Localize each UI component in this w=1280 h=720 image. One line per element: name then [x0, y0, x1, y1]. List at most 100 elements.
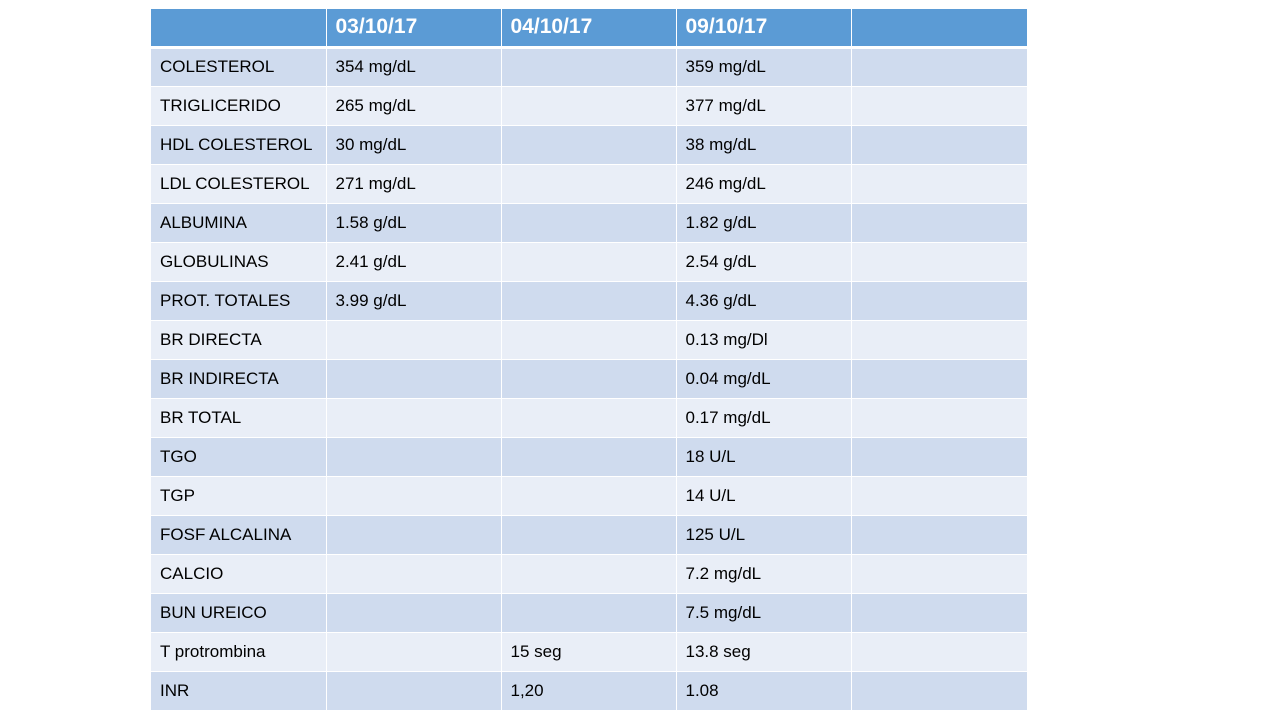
cell-value: [851, 593, 1027, 633]
cell-value: 38 mg/dL: [676, 125, 852, 165]
cell-value: 354 mg/dL: [326, 47, 502, 87]
cell-value: 4.36 g/dL: [676, 281, 852, 321]
cell-value: [326, 632, 502, 672]
cell-value: 2.54 g/dL: [676, 242, 852, 282]
row-label: LDL COLESTEROL: [151, 164, 327, 204]
cell-value: 1.08: [676, 671, 852, 711]
cell-value: [326, 398, 502, 438]
cell-value: 13.8 seg: [676, 632, 852, 672]
cell-value: [501, 515, 677, 555]
row-label: BR INDIRECTA: [151, 359, 327, 399]
header-cell-parameter: [151, 9, 327, 49]
cell-value: [851, 86, 1027, 126]
cell-value: [501, 476, 677, 516]
cell-value: [851, 554, 1027, 594]
cell-value: 271 mg/dL: [326, 164, 502, 204]
cell-value: 7.2 mg/dL: [676, 554, 852, 594]
header-cell-date: 03/10/17: [326, 9, 502, 49]
cell-value: [851, 398, 1027, 438]
table-row: GLOBULINAS 2.41 g/dL 2.54 g/dL: [151, 242, 1027, 282]
row-label: PROT. TOTALES: [151, 281, 327, 321]
cell-value: [851, 359, 1027, 399]
row-label: TGP: [151, 476, 327, 516]
table-row: TRIGLICERIDO 265 mg/dL 377 mg/dL: [151, 86, 1027, 126]
cell-value: [501, 47, 677, 87]
cell-value: [501, 320, 677, 360]
cell-value: [851, 515, 1027, 555]
cell-value: [501, 203, 677, 243]
cell-value: 359 mg/dL: [676, 47, 852, 87]
table-row: BR INDIRECTA 0.04 mg/dL: [151, 359, 1027, 399]
cell-value: [851, 437, 1027, 477]
cell-value: [501, 593, 677, 633]
cell-value: [501, 554, 677, 594]
cell-value: [501, 125, 677, 165]
row-label: HDL COLESTEROL: [151, 125, 327, 165]
table-row: TGP 14 U/L: [151, 476, 1027, 516]
cell-value: [851, 632, 1027, 672]
lab-results-table: 03/10/17 04/10/17 09/10/17 COLESTEROL 354…: [151, 9, 1027, 711]
row-label: BR DIRECTA: [151, 320, 327, 360]
cell-value: 377 mg/dL: [676, 86, 852, 126]
table-row: ALBUMINA 1.58 g/dL 1.82 g/dL: [151, 203, 1027, 243]
cell-value: 7.5 mg/dL: [676, 593, 852, 633]
cell-value: [326, 671, 502, 711]
cell-value: [851, 476, 1027, 516]
header-cell-empty: [851, 9, 1027, 49]
cell-value: 14 U/L: [676, 476, 852, 516]
cell-value: [326, 476, 502, 516]
table-row: LDL COLESTEROL 271 mg/dL 246 mg/dL: [151, 164, 1027, 204]
row-label: ALBUMINA: [151, 203, 327, 243]
table-row: BUN UREICO 7.5 mg/dL: [151, 593, 1027, 633]
table-row: BR TOTAL 0.17 mg/dL: [151, 398, 1027, 438]
row-label: COLESTEROL: [151, 47, 327, 87]
cell-value: [326, 437, 502, 477]
cell-value: [851, 281, 1027, 321]
cell-value: 18 U/L: [676, 437, 852, 477]
row-label: CALCIO: [151, 554, 327, 594]
cell-value: 1,20: [501, 671, 677, 711]
cell-value: [851, 671, 1027, 711]
cell-value: 246 mg/dL: [676, 164, 852, 204]
cell-value: 1.58 g/dL: [326, 203, 502, 243]
cell-value: 265 mg/dL: [326, 86, 502, 126]
cell-value: [501, 281, 677, 321]
cell-value: [851, 125, 1027, 165]
table-row: BR DIRECTA 0.13 mg/Dl: [151, 320, 1027, 360]
row-label: TRIGLICERIDO: [151, 86, 327, 126]
cell-value: [501, 398, 677, 438]
table-row: T protrombina 15 seg 13.8 seg: [151, 632, 1027, 672]
cell-value: [501, 242, 677, 282]
table-row: INR 1,20 1.08: [151, 671, 1027, 711]
row-label: FOSF ALCALINA: [151, 515, 327, 555]
table-row: CALCIO 7.2 mg/dL: [151, 554, 1027, 594]
cell-value: 2.41 g/dL: [326, 242, 502, 282]
cell-value: 15 seg: [501, 632, 677, 672]
row-label: T protrombina: [151, 632, 327, 672]
cell-value: [501, 86, 677, 126]
row-label: BUN UREICO: [151, 593, 327, 633]
cell-value: [851, 242, 1027, 282]
cell-value: [501, 164, 677, 204]
cell-value: [851, 320, 1027, 360]
header-cell-date: 09/10/17: [676, 9, 852, 49]
cell-value: [326, 593, 502, 633]
cell-value: 0.04 mg/dL: [676, 359, 852, 399]
cell-value: [326, 554, 502, 594]
cell-value: 0.17 mg/dL: [676, 398, 852, 438]
cell-value: [326, 320, 502, 360]
table-row: TGO 18 U/L: [151, 437, 1027, 477]
header-cell-date: 04/10/17: [501, 9, 677, 49]
table-row: HDL COLESTEROL 30 mg/dL 38 mg/dL: [151, 125, 1027, 165]
row-label: GLOBULINAS: [151, 242, 327, 282]
table-row: COLESTEROL 354 mg/dL 359 mg/dL: [151, 47, 1027, 87]
header-row: 03/10/17 04/10/17 09/10/17: [151, 9, 1027, 49]
row-label: INR: [151, 671, 327, 711]
table-row: FOSF ALCALINA 125 U/L: [151, 515, 1027, 555]
table-row: PROT. TOTALES 3.99 g/dL 4.36 g/dL: [151, 281, 1027, 321]
row-label: BR TOTAL: [151, 398, 327, 438]
cell-value: 3.99 g/dL: [326, 281, 502, 321]
row-label: TGO: [151, 437, 327, 477]
cell-value: [851, 47, 1027, 87]
table-body: COLESTEROL 354 mg/dL 359 mg/dL TRIGLICERIDO…: [151, 47, 1027, 711]
